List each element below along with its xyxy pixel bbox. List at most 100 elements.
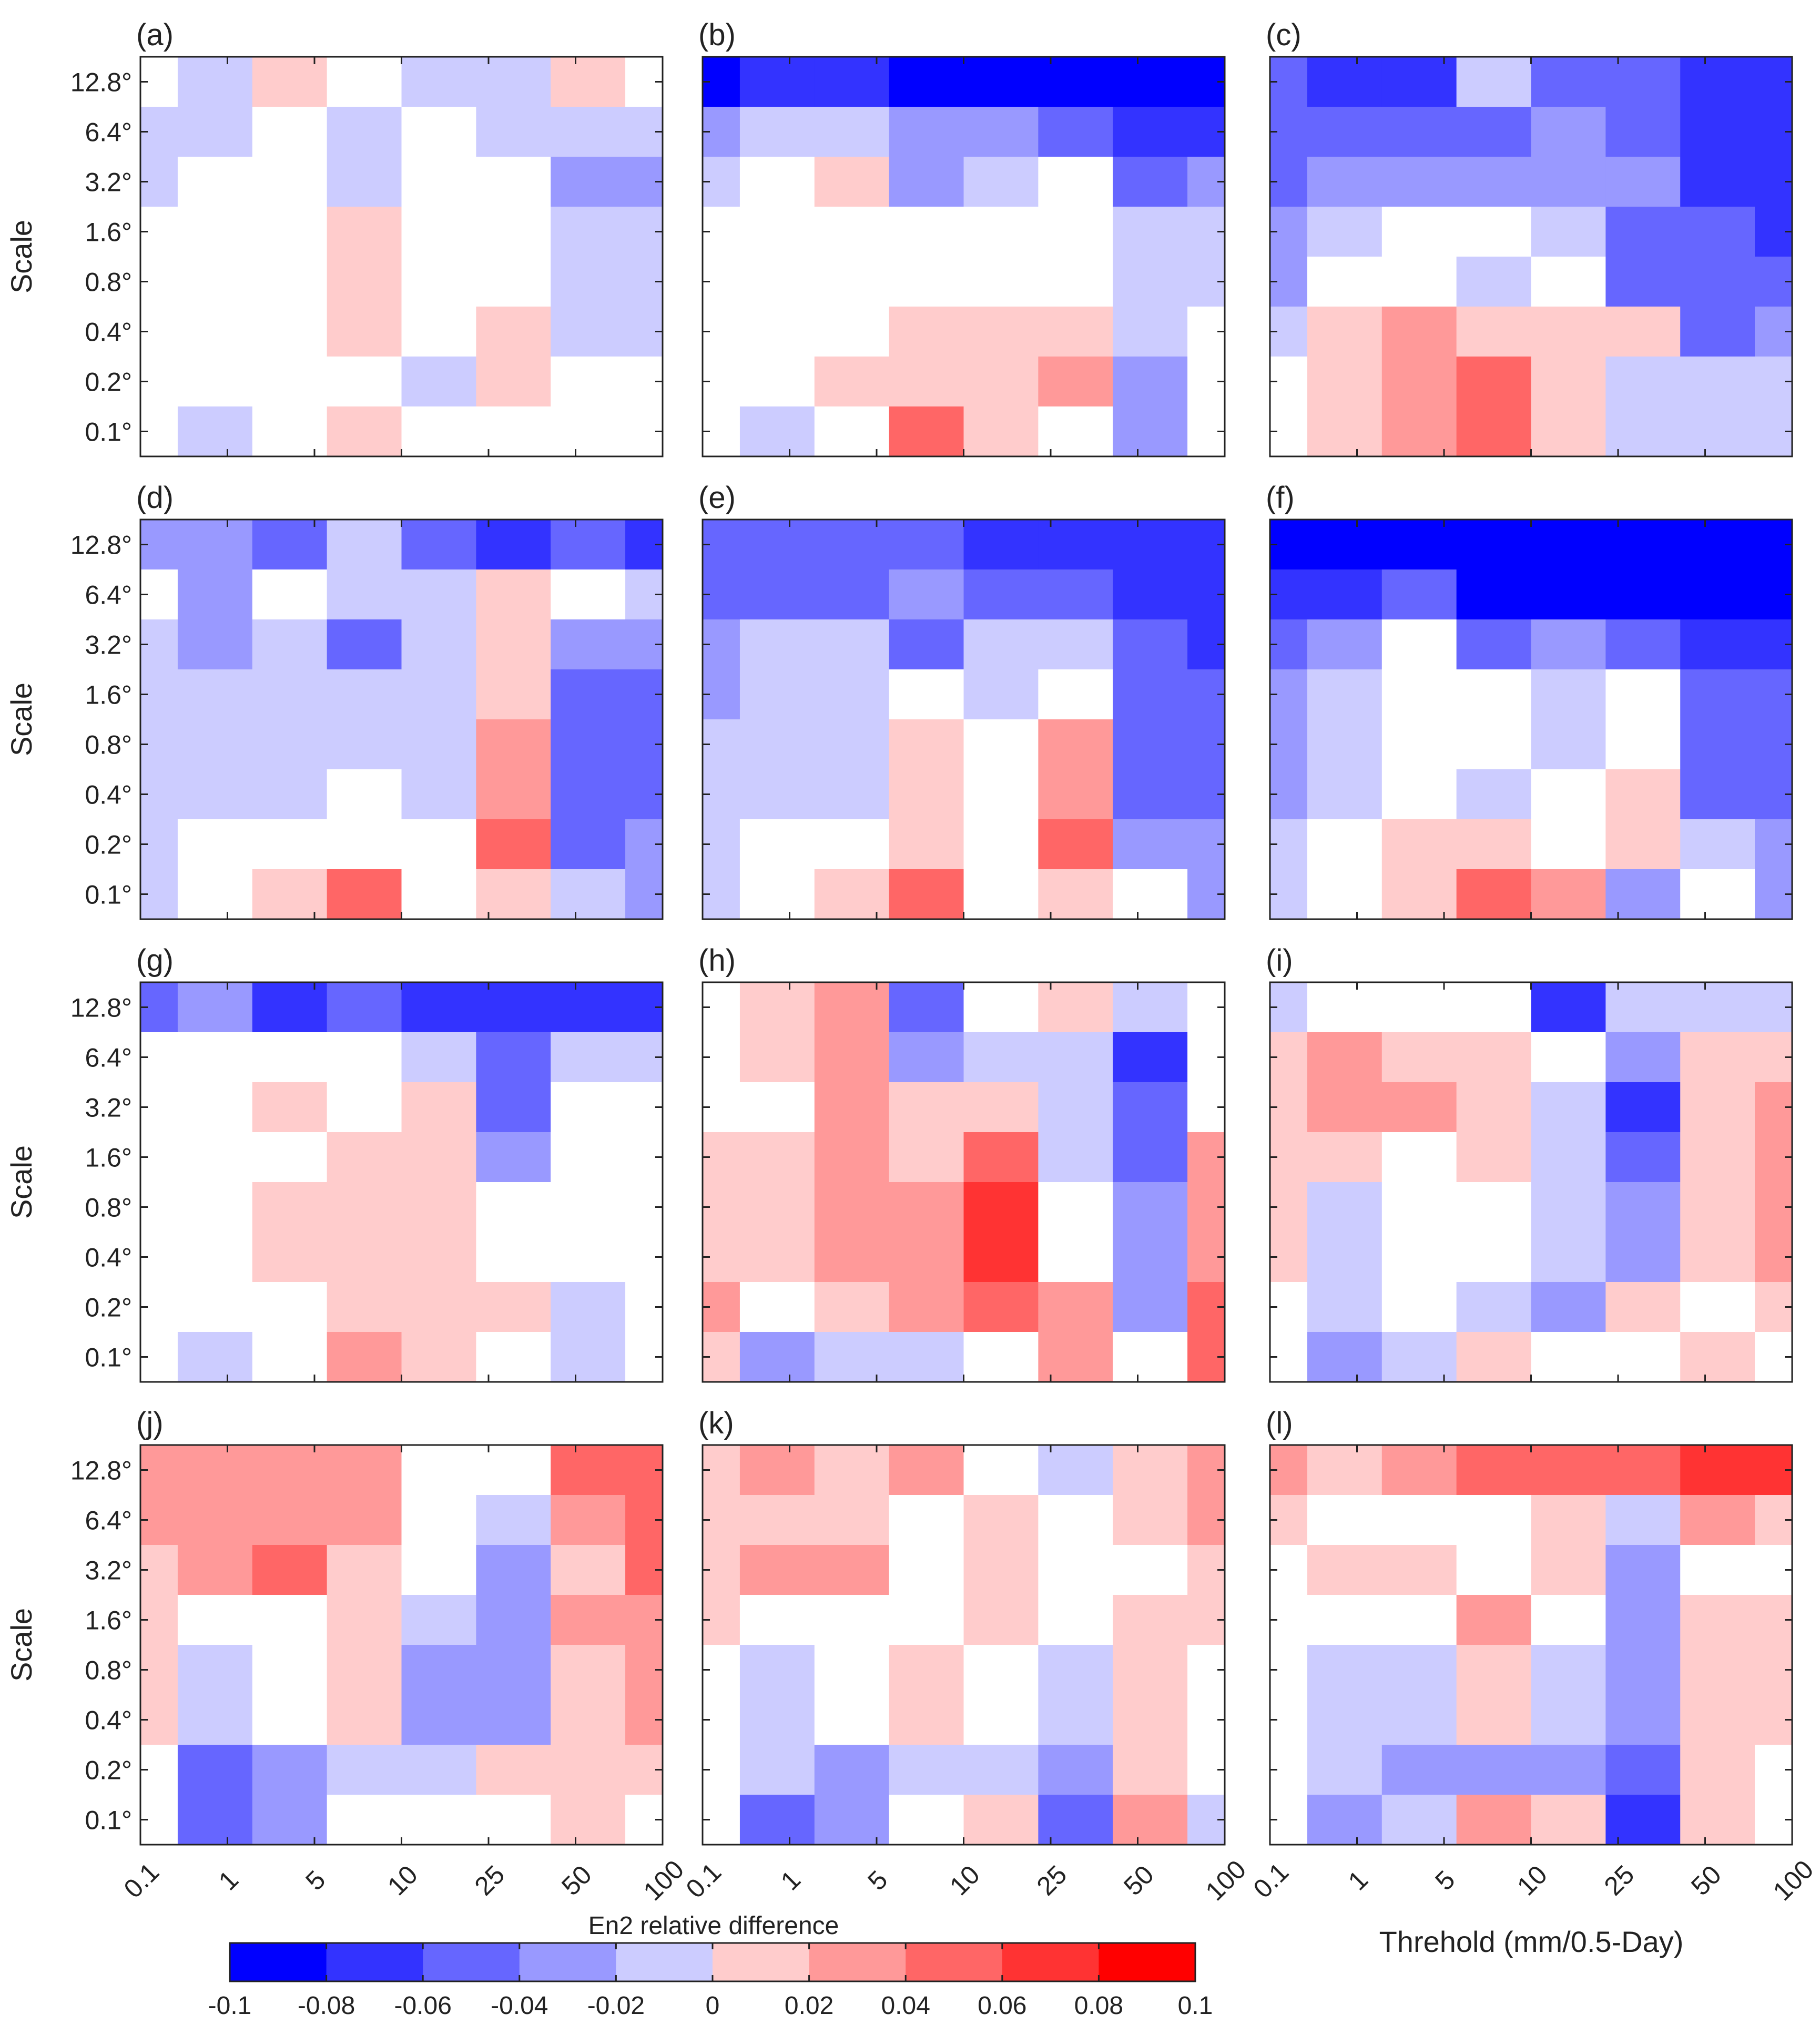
heatmap-cell (814, 1282, 890, 1332)
heatmap-cell (1307, 819, 1382, 870)
heatmap-cell (327, 569, 402, 620)
heatmap-cell (476, 1545, 551, 1595)
heatmap-cell (476, 1132, 551, 1183)
panel-j: (j)12.8°6.4°3.2°1.6°0.8°0.4°0.2°0.1°0.1 1… (5, 1406, 689, 1906)
heatmap-cell (1531, 1495, 1606, 1545)
heatmap-cell (551, 1182, 626, 1233)
panel-l: (l)0.1 1 5 10 25 50 100 (1248, 1406, 1819, 1906)
heatmap-cell (1307, 257, 1382, 307)
heatmap-cell (1456, 719, 1532, 770)
panel-label: (k) (698, 1406, 734, 1440)
heatmap-cell (1456, 307, 1532, 357)
heatmap-cell (252, 619, 328, 670)
heatmap-cell (963, 1182, 1039, 1233)
heatmap-cell (177, 569, 253, 620)
panel-label: (e) (698, 481, 736, 515)
heatmap-cell (401, 819, 476, 870)
heatmap-cell (1113, 1445, 1188, 1495)
heatmap-cell (1038, 257, 1113, 307)
heatmap-cell (1531, 1695, 1606, 1745)
heatmap-cell (327, 257, 402, 307)
heatmap-cell (739, 1082, 815, 1133)
colorbar-segment (906, 1943, 1003, 1981)
heatmap-cell (551, 357, 626, 407)
heatmap-cell (1605, 1645, 1681, 1695)
heatmap-cell (476, 769, 551, 820)
heatmap-cell (177, 357, 253, 407)
heatmap-cell (401, 520, 476, 570)
heatmap-cell (1381, 207, 1457, 257)
heatmap-cell (889, 520, 964, 570)
heatmap-cell (252, 1745, 328, 1795)
heatmap-cell (1307, 869, 1382, 920)
y-tick-label: 0.1° (85, 1806, 132, 1835)
heatmap-cell (1038, 57, 1113, 107)
panel-b: (b) (698, 18, 1226, 457)
heatmap-cell (252, 1545, 328, 1595)
heatmap-cell (814, 520, 890, 570)
heatmap-cell (1456, 1445, 1532, 1495)
heatmap-cell (889, 257, 964, 307)
heatmap-cell (1381, 1495, 1457, 1545)
heatmap-cell (1531, 819, 1606, 870)
heatmap-cell (889, 1695, 964, 1745)
heatmap-cell (1307, 1332, 1382, 1382)
heatmap-cell (1605, 1182, 1681, 1233)
y-tick-label: 0.4° (85, 1243, 132, 1273)
heatmap-cell (551, 57, 626, 107)
heatmap-cell (889, 1745, 964, 1795)
heatmap-cell (177, 982, 253, 1033)
heatmap-cell (889, 869, 964, 920)
heatmap-cell (889, 1495, 964, 1545)
heatmap-cell (1605, 1495, 1681, 1545)
heatmap-cell (401, 1082, 476, 1133)
heatmap-cell (177, 1695, 253, 1745)
panel-k: (k)0.1 1 5 10 25 50 100 (680, 1406, 1252, 1906)
heatmap-cell (1113, 819, 1188, 870)
heatmap-cell (1531, 257, 1606, 307)
heatmap-cell (551, 107, 626, 157)
y-tick-label: 1.6° (85, 680, 132, 710)
heatmap-cell (963, 406, 1039, 457)
heatmap-cell (327, 619, 402, 670)
heatmap-cell (1605, 207, 1681, 257)
heatmap-cell (327, 1182, 402, 1233)
heatmap-cell (1381, 1182, 1457, 1233)
heatmap-cell (1680, 1332, 1755, 1382)
heatmap-cell (1381, 1132, 1457, 1183)
heatmap-cell (401, 207, 476, 257)
heatmap-cell (1038, 520, 1113, 570)
heatmap-cell (1680, 569, 1755, 620)
heatmap-cell (1456, 669, 1532, 720)
heatmap-cell (1038, 1745, 1113, 1795)
heatmap-cell (252, 1495, 328, 1545)
heatmap-cell (551, 1745, 626, 1795)
heatmap-cell (327, 357, 402, 407)
heatmap-cell (252, 1595, 328, 1645)
heatmap-cell (401, 1445, 476, 1495)
heatmap-cell (401, 869, 476, 920)
heatmap-cell (1381, 1232, 1457, 1283)
heatmap-cell (177, 207, 253, 257)
heatmap-cell (476, 520, 551, 570)
heatmap-cell (963, 307, 1039, 357)
y-tick-label: 0.2° (85, 830, 132, 860)
heatmap-cell (1605, 357, 1681, 407)
heatmap-cell (1381, 982, 1457, 1033)
heatmap-cell (814, 669, 890, 720)
heatmap-cell (1531, 1745, 1606, 1795)
heatmap-cell (1113, 257, 1188, 307)
heatmap-cell (1531, 157, 1606, 207)
panel-label: (h) (698, 943, 736, 978)
heatmap-cell (1605, 1232, 1681, 1283)
heatmap-cell (1680, 520, 1755, 570)
colorbar-label: En2 relative difference (588, 1912, 839, 1940)
heatmap-cell (1456, 107, 1532, 157)
heatmap-cell (1605, 569, 1681, 620)
heatmap-cell (1307, 1132, 1382, 1183)
heatmap-cell (327, 719, 402, 770)
panel-label: (i) (1266, 943, 1293, 978)
colorbar-tick-label: 0 (706, 1992, 720, 2020)
y-tick-label: 0.2° (85, 1756, 132, 1785)
heatmap-cell (551, 982, 626, 1033)
